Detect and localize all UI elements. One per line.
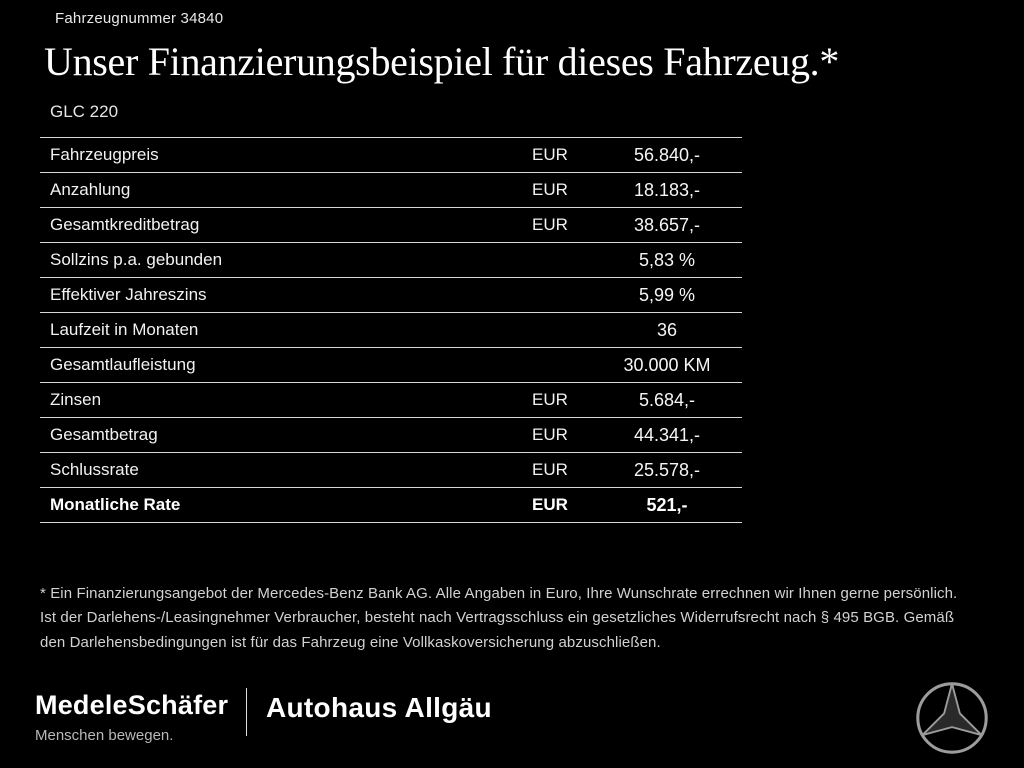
row-currency: EUR: [532, 495, 568, 514]
table-row: Schlussrate EUR 25.578,-: [40, 452, 742, 487]
dealer-name-secondary: Autohaus Allgäu: [266, 692, 492, 723]
row-value: 36: [656, 319, 678, 340]
table-row: Laufzeit in Monaten 36: [40, 312, 742, 347]
table-row: Zinsen EUR 5.684,-: [40, 382, 742, 417]
table-row: Gesamtbetrag EUR 44.341,-: [40, 417, 742, 452]
footer-divider: [246, 688, 247, 736]
row-label: Laufzeit in Monaten: [50, 320, 199, 339]
vehicle-number: Fahrzeugnummer 34840: [55, 10, 224, 27]
row-currency: EUR: [532, 215, 568, 234]
row-value: 44.341,-: [633, 424, 701, 445]
row-label: Monatliche Rate: [50, 495, 181, 514]
footnote-text: * Ein Finanzierungsangebot der Mercedes-…: [40, 585, 958, 651]
page-title: Unser Finanzierungsbeispiel für dieses F…: [44, 39, 840, 84]
table-row: Gesamtkreditbetrag EUR 38.657,-: [40, 207, 742, 242]
finance-table: Fahrzeugpreis EUR 56.840,- Anzahlung EUR 18.1…: [40, 137, 742, 523]
mercedes-star-icon: [914, 680, 990, 756]
footer: MedeleSchäfer Menschen bewegen. Autohaus…: [0, 680, 1024, 768]
row-label: Zinsen: [50, 390, 102, 409]
row-label: Anzahlung: [50, 180, 131, 199]
row-value: 521,-: [646, 494, 688, 515]
row-label: Effektiver Jahreszins: [50, 285, 207, 304]
table-row: Monatliche Rate EUR 521,-: [40, 487, 742, 522]
row-value: 25.578,-: [633, 459, 701, 480]
table-row: Anzahlung EUR 18.183,-: [40, 172, 742, 207]
row-value: 18.183,-: [633, 179, 701, 200]
row-currency: EUR: [532, 425, 568, 444]
row-label: Gesamtlaufleistung: [50, 355, 196, 374]
row-label: Sollzins p.a. gebunden: [50, 250, 223, 269]
dealer-tagline: Menschen bewegen.: [35, 727, 174, 744]
dealer-name: MedeleSchäfer: [35, 690, 229, 720]
row-value: 5,83 %: [638, 249, 696, 270]
row-currency: EUR: [532, 180, 568, 199]
row-value: 5,99 %: [638, 284, 696, 305]
table-row: Fahrzeugpreis EUR 56.840,-: [40, 137, 742, 172]
table-row: Gesamtlaufleistung 30.000 KM: [40, 347, 742, 382]
table-row: Effektiver Jahreszins 5,99 %: [40, 277, 742, 312]
row-value: 38.657,-: [633, 214, 701, 235]
row-currency: EUR: [532, 390, 568, 409]
row-label: Fahrzeugpreis: [50, 145, 159, 164]
row-label: Gesamtkreditbetrag: [50, 215, 200, 234]
dealer-block: MedeleSchäfer Menschen bewegen.: [35, 690, 228, 744]
row-value: 30.000 KM: [623, 354, 711, 375]
vehicle-model: GLC 220: [50, 102, 119, 121]
row-value: 56.840,-: [633, 144, 701, 165]
row-value: 5.684,-: [638, 389, 696, 410]
row-currency: EUR: [532, 145, 568, 164]
row-currency: EUR: [532, 460, 568, 479]
table-row: Sollzins p.a. gebunden 5,83 %: [40, 242, 742, 277]
row-label: Gesamtbetrag: [50, 425, 158, 444]
row-label: Schlussrate: [50, 460, 139, 479]
